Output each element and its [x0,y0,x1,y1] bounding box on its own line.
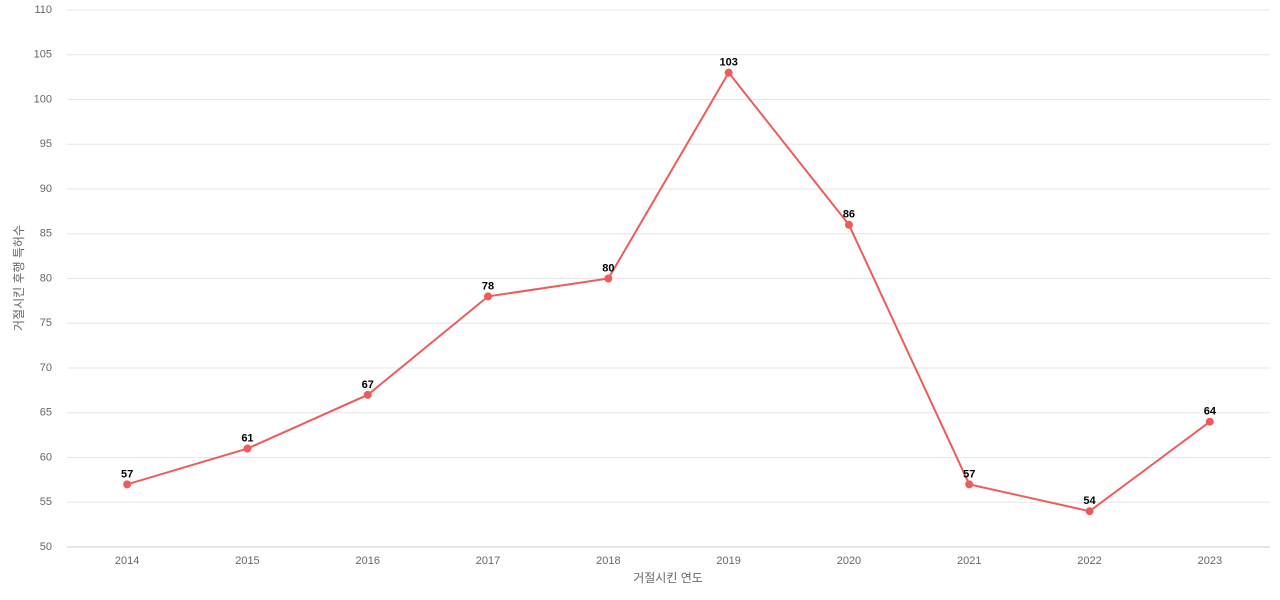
data-label: 54 [1083,495,1096,507]
y-tick-label: 50 [40,541,52,553]
x-axis-title: 거절시킨 연도 [633,571,703,585]
line [126,70,1211,513]
data-label: 61 [241,432,253,444]
y-tick-label: 75 [40,317,52,329]
y-tick-label: 70 [40,362,52,374]
x-tick-label: 2015 [235,555,259,567]
point [965,480,974,489]
point [484,292,493,301]
data-label: 64 [1204,406,1217,418]
y-tick-label: 65 [40,407,52,419]
y-axis-title: 거절시킨 후행 특허수 [11,225,26,331]
y-tick-label: 85 [40,228,52,240]
data-label: 67 [362,379,374,391]
data-label: 86 [843,209,855,221]
y-tick-label: 100 [34,93,52,105]
y-tick-label: 95 [40,138,52,150]
x-tick-label: 2023 [1198,555,1222,567]
x-tick-label: 2018 [596,555,620,567]
point [1085,507,1094,516]
data-label: 78 [482,280,494,292]
y-tick-label: 105 [34,49,52,61]
x-tick-label: 2019 [716,555,740,567]
data-label: 80 [602,262,614,274]
point [604,274,613,283]
y-tick-label: 90 [40,183,52,195]
point [844,220,853,229]
y-tick-label: 110 [34,4,52,16]
x-tick-label: 2020 [837,555,861,567]
data-label: 57 [121,468,133,480]
x-tick-label: 2022 [1077,555,1101,567]
point [243,444,252,453]
y-tick-label: 55 [40,496,52,508]
x-tick-label: 2021 [957,555,981,567]
y-tick-label: 80 [40,272,52,284]
x-tick-label: 2017 [476,555,500,567]
point [724,68,733,77]
data-label: 103 [719,57,737,69]
x-tick-label: 2014 [115,555,139,567]
point [363,390,372,399]
y-tick-label: 60 [40,451,52,463]
point [123,480,132,489]
data-label: 57 [963,468,975,480]
x-tick-label: 2016 [356,555,380,567]
point [1205,417,1214,426]
